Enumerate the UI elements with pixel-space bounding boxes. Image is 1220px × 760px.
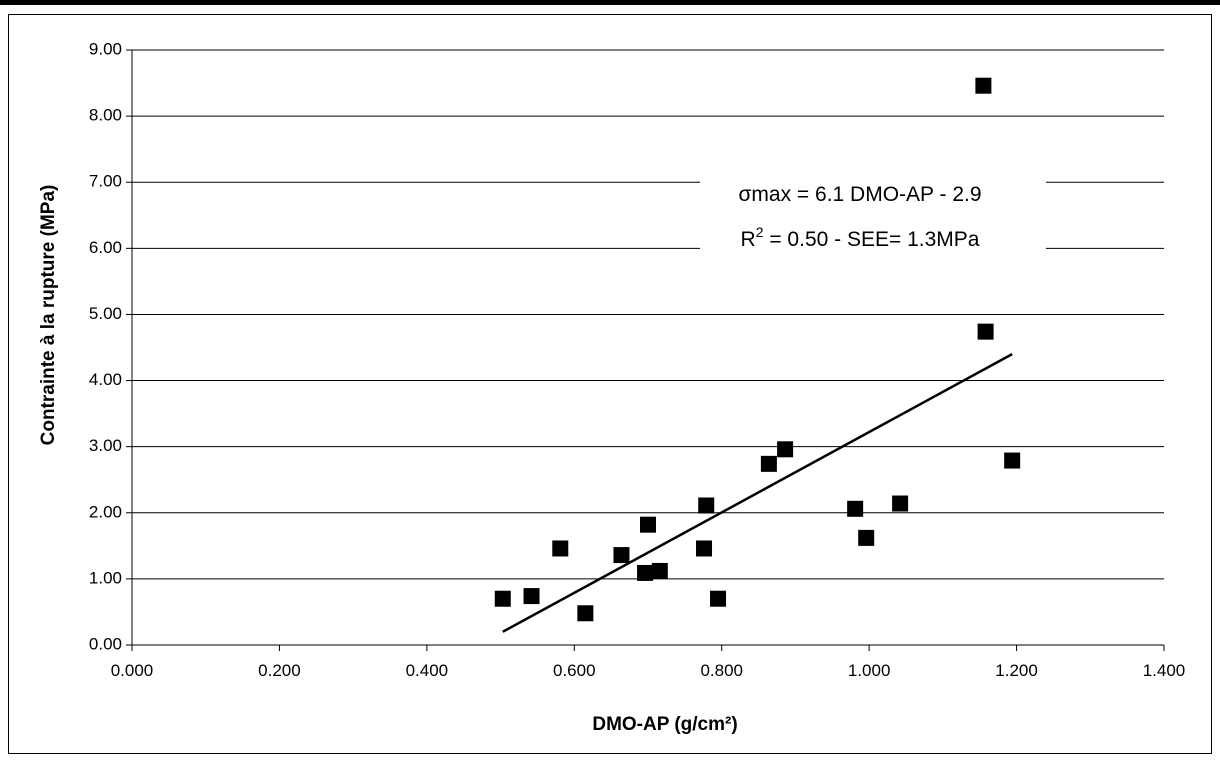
- y-tick-labels: 0.00 1.00 2.00 3.00 4.00 5.00 6.00 7.00 8.00 9.00: [89, 39, 122, 653]
- data-point: [523, 588, 540, 605]
- data-point: [892, 495, 909, 512]
- equation-line-2: R2 = 0.50 - SEE= 1.3MPa: [741, 224, 980, 251]
- data-points: [494, 77, 1021, 622]
- x-tick-label: 1.400: [1143, 661, 1186, 680]
- data-point: [1004, 452, 1021, 469]
- axes: [126, 49, 1165, 651]
- x-axis-title: DMO-AP (g/cm²): [592, 714, 737, 735]
- chart-frame: [8, 14, 1212, 754]
- equation-box: [700, 170, 1046, 270]
- x-tick-label: 0.600: [553, 661, 596, 680]
- data-point: [577, 605, 594, 622]
- top-rule: [0, 0, 1220, 5]
- data-point: [858, 529, 875, 546]
- y-tick-label: 4.00: [89, 370, 122, 389]
- y-tick-label: 7.00: [89, 172, 122, 191]
- x-tick-label: 1.200: [995, 661, 1038, 680]
- x-tick-label: 0.400: [406, 661, 449, 680]
- y-tick-label: 6.00: [89, 238, 122, 257]
- data-point: [640, 516, 656, 533]
- data-point: [777, 441, 794, 458]
- data-point: [696, 540, 713, 557]
- data-point: [975, 77, 992, 94]
- data-point: [977, 323, 994, 340]
- data-point: [637, 564, 654, 581]
- data-point: [760, 455, 777, 472]
- x-tick-label: 0.200: [258, 661, 301, 680]
- data-point: [494, 590, 511, 607]
- data-point: [710, 590, 727, 607]
- y-axis-title: Contrainte à la rupture (MPa): [38, 185, 59, 446]
- trendline: [502, 353, 1013, 633]
- data-point: [613, 547, 630, 564]
- equation-line-1: σmax = 6.1 DMO-AP - 2.9: [738, 183, 981, 206]
- y-tick-label: 1.00: [89, 568, 122, 587]
- y-tick-label: 9.00: [89, 39, 122, 58]
- data-point: [698, 497, 715, 514]
- y-tick-label: 2.00: [89, 502, 122, 521]
- y-tick-label: 0.00: [89, 634, 122, 653]
- x-tick-label: 0.000: [111, 661, 154, 680]
- x-tick-label: 0.800: [700, 661, 743, 680]
- y-tick-label: 5.00: [89, 304, 122, 323]
- x-tick-label: 1.000: [848, 661, 891, 680]
- x-tick-labels: 0.000 0.200 0.400 0.600 0.800 1.000 1.200 1.400: [111, 661, 1186, 680]
- y-tick-label: 8.00: [89, 106, 122, 125]
- data-point: [552, 540, 569, 557]
- gridlines: [132, 49, 1164, 580]
- y-tick-label: 3.00: [89, 436, 122, 455]
- data-point: [847, 500, 864, 517]
- data-point: [651, 562, 668, 579]
